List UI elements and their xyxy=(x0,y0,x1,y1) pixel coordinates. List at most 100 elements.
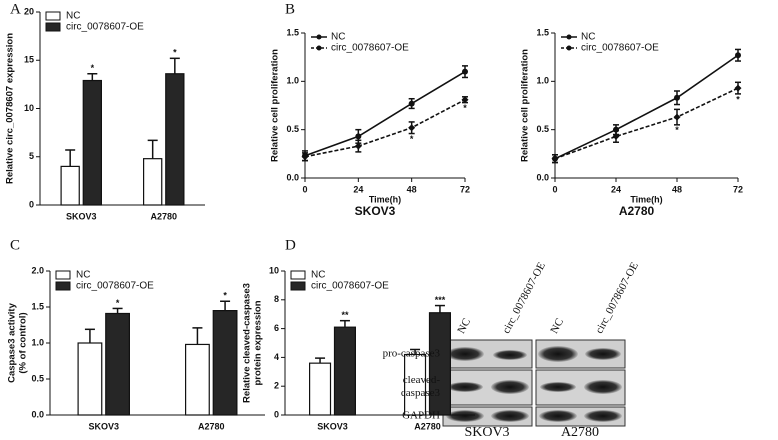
band xyxy=(447,382,483,392)
y-tick-label: 0.5 xyxy=(286,124,299,134)
x-tick-label: SKOV3 xyxy=(66,211,97,221)
legend-label: circ_0078607-OE xyxy=(331,43,409,54)
y-axis-label: Relative cell proliferation xyxy=(270,49,281,162)
lane-label: circ_0078607-OE xyxy=(500,260,548,335)
legend-marker xyxy=(316,45,322,51)
significance: * xyxy=(116,298,120,308)
series-line xyxy=(304,98,466,158)
legend-label: circ_0078607-OE xyxy=(311,281,389,292)
y-tick-label: 5 xyxy=(29,151,34,161)
bar xyxy=(60,165,80,206)
bar xyxy=(404,353,427,416)
band xyxy=(491,380,529,394)
marker xyxy=(673,113,681,121)
legend-label: NC xyxy=(66,11,80,22)
y-tick-label: 1.5 xyxy=(286,27,299,37)
legend-swatch xyxy=(290,270,306,280)
x-axis-label: Time(h) xyxy=(369,194,401,204)
y-tick-label: 0.0 xyxy=(31,409,44,419)
y-axis-label: Relative circ_0078607 expression xyxy=(5,33,16,184)
legend-label: circ_0078607-OE xyxy=(66,22,144,33)
marker xyxy=(301,153,309,161)
marker xyxy=(354,142,362,150)
legend-label: NC xyxy=(331,32,345,43)
significance: * xyxy=(223,291,227,301)
x-tick-label: 72 xyxy=(733,184,743,194)
bar xyxy=(428,312,451,416)
legend-swatch xyxy=(55,281,71,291)
bar xyxy=(212,310,238,416)
x-tick-label: 72 xyxy=(460,184,470,194)
y-tick-label: 1.5 xyxy=(536,27,549,37)
blot xyxy=(442,339,626,427)
series-line xyxy=(304,70,466,157)
band xyxy=(446,347,484,361)
bar xyxy=(185,343,210,416)
x-tick-label: 24 xyxy=(353,184,363,194)
legend-label: circ_0078607-OE xyxy=(76,281,154,292)
bar xyxy=(82,79,102,206)
band xyxy=(493,350,527,360)
marker xyxy=(674,94,680,101)
band xyxy=(584,380,622,394)
marker xyxy=(355,133,362,140)
x-tick-label: A2780 xyxy=(198,421,225,431)
y-tick-label: 2.0 xyxy=(31,265,44,275)
y-tick-label: 10 xyxy=(269,265,279,275)
significance: * xyxy=(410,134,414,144)
marker xyxy=(462,68,468,75)
y-tick-label: 8 xyxy=(274,294,279,304)
marker xyxy=(734,84,742,92)
y-tick-label: 4 xyxy=(274,352,279,362)
legend-marker xyxy=(566,34,572,40)
legend-marker xyxy=(566,45,572,51)
legend-label: NC xyxy=(76,270,90,281)
band xyxy=(585,348,621,360)
bar xyxy=(143,158,163,206)
y-tick-label: 15 xyxy=(24,55,34,65)
cell-line-label: SKOV3 xyxy=(464,425,509,440)
legend-label: NC xyxy=(311,270,325,281)
lane-label: circ_0078607-OE xyxy=(593,260,641,335)
y-tick-label: 1.0 xyxy=(31,337,44,347)
band xyxy=(539,410,577,422)
bar xyxy=(333,326,356,416)
y-tick-label: 0.0 xyxy=(536,172,549,182)
x-tick-label: A2780 xyxy=(414,421,441,431)
row-label: caspase3 xyxy=(401,387,441,399)
y-tick-label: 1.0 xyxy=(536,76,549,86)
significance: * xyxy=(91,63,95,73)
legend-swatch xyxy=(55,270,71,280)
y-tick-label: 0.5 xyxy=(536,124,549,134)
lane-label: NC xyxy=(548,316,566,335)
series-line xyxy=(554,54,739,160)
legend-label: NC xyxy=(581,32,595,43)
cell-line-label: A2780 xyxy=(561,425,599,440)
marker xyxy=(735,52,741,59)
legend-marker xyxy=(316,34,322,40)
y-tick-label: 6 xyxy=(274,323,279,333)
marker xyxy=(408,124,416,132)
significance: * xyxy=(173,48,177,58)
band xyxy=(538,346,578,362)
y-axis-label: Caspase3 activity xyxy=(7,302,18,382)
y-axis-label: protein expression xyxy=(253,300,264,385)
y-tick-label: 1.5 xyxy=(31,301,44,311)
row-label: cleaved- xyxy=(403,374,441,386)
band xyxy=(446,410,484,422)
subtitle: A2780 xyxy=(619,204,655,218)
legend-label: circ_0078607-OE xyxy=(581,43,659,54)
x-tick-label: A2780 xyxy=(150,211,177,221)
y-axis-label: (% of control) xyxy=(18,312,29,373)
row-label: GAPDH xyxy=(402,410,440,422)
marker xyxy=(461,96,469,104)
legend-swatch xyxy=(290,281,306,291)
x-tick-label: SKOV3 xyxy=(88,421,119,431)
significance: * xyxy=(736,94,740,104)
y-tick-label: 10 xyxy=(24,103,34,113)
marker xyxy=(612,132,620,140)
x-tick-label: 48 xyxy=(407,184,417,194)
y-tick-label: 20 xyxy=(24,6,34,16)
significance: * xyxy=(675,125,679,135)
